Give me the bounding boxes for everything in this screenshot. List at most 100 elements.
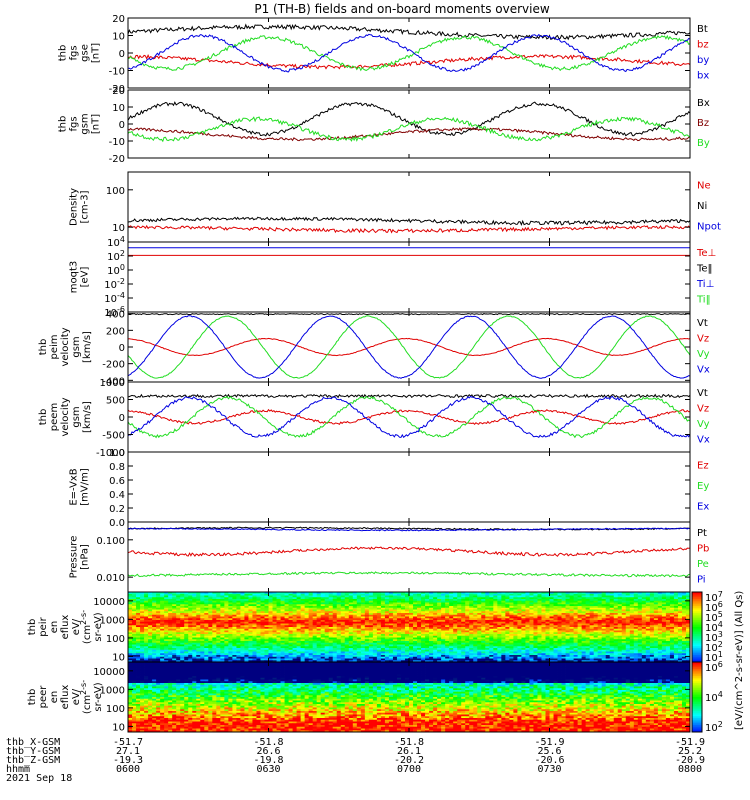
legend-temp-0: Te⊥ [696,248,716,259]
ylabel-line: (cm2-s- [79,610,93,644]
ytick-label-peir_eflux: 100 [106,634,125,645]
ytick-label-pressure: 0.010 [96,573,125,584]
ylabel-line: (cm2-s- [79,680,93,714]
colorbar-tick: 102 [705,640,723,654]
colorbar-cell [692,679,702,682]
legend-density-0: Ne [697,180,711,191]
ylabel-line: peer [38,685,49,709]
colorbar-cell [692,711,702,714]
colorbar-cell [692,621,702,624]
ylabel-line: eV/ [71,618,82,635]
footer-value: 26.6 [256,746,280,757]
footer-value: -51.7 [113,737,143,748]
legend-pressure-3: Pi [697,575,706,586]
legend-fgs_gsm-0: Bx [697,98,710,109]
ytick-label-temp: 10-4 [104,291,125,305]
colorbar-cell [692,674,702,677]
legend-peim_vel-3: Vx [697,365,710,376]
legend-efield-1: Ey [697,481,709,492]
ylabel-line: Density [69,188,80,226]
legend-pressure-1: Pb [697,544,709,555]
colorbar-side-label: [eV/(cm^2-s-sr-eV)] (All Qs) [734,591,745,730]
ylabel-line: peim [49,334,60,359]
series-pressure-Pb [127,546,691,557]
legend-peim_vel-1: Vz [697,334,709,345]
colorbar-cell [692,614,702,617]
ylabel-fgs_gse: thb fgs gse [nT] [58,43,102,63]
legend-peem_vel-3: Vx [697,435,710,446]
ytick-label-peem_vel: 1000 [100,378,125,389]
ylabel-line: moqt3 [69,261,80,294]
legend-pressure-0: Pt [697,528,707,539]
colorbar-cell [692,698,702,701]
colorbar-cell [692,616,702,619]
colorbar-cell [692,714,702,717]
legend-peem_vel-1: Vz [697,404,709,415]
series-peim_vel-Vx [127,315,691,379]
panel-density: 100 10 Density [cm-3] Ne Ni Npot [69,171,721,243]
colorbar-cell [692,592,702,595]
ylabel-line: peir [38,616,49,636]
colorbar-cell [692,634,702,637]
ytick-label-fgs_gse: -20 [109,84,125,95]
legend-density-2: Npot [697,222,721,233]
legend-peem_vel-0: Vt [697,388,708,399]
ytick-label-fgs_gsm: -20 [109,154,125,165]
ylabel-line: eflux [60,615,71,640]
legend-density-1: Ni [697,201,707,212]
series-fgs_gsm-Bz [127,127,691,142]
ytick-label-temp: 100 [107,263,125,277]
ytick-label-fgs_gse: 0 [119,49,125,60]
colorbar-cell [692,662,702,665]
series-peim_vel-Vy [127,315,691,379]
footer-value: 0700 [397,764,421,775]
colorbar-tick: 104 [705,620,723,634]
series-pressure-Pi [127,527,691,532]
ytick-label-efield: 0.0 [109,518,125,529]
ylabel-peem_vel: thb peem velocity gsm [km/s] [38,397,93,436]
ytick-label-peir_eflux: 10 [112,652,125,663]
ylabel-line: fgs [69,45,80,60]
panel-frame-temp [127,241,691,313]
ylabel-line: [eV] [80,267,91,288]
footer-value: 27.1 [116,746,140,757]
colorbar-cell [692,684,702,687]
footer-row-label: thb_Z-GSM [6,755,60,766]
ylabel-line: en [49,621,60,634]
ytick-label-peir_eflux: 10000 [93,597,125,608]
series-peim_vel-Vz [127,337,691,357]
ylabel-line: Pressure [69,536,80,579]
colorbar-cell [692,712,702,715]
ytick-label-fgs_gse: 20 [112,14,125,25]
series-peem_vel-Vz [127,408,691,426]
series-peem_vel-Vx [127,395,691,439]
colorbar-cell [692,606,702,609]
footer-value: -51.9 [675,737,705,748]
ylabel-line: velocity [60,397,71,436]
legend-fgs_gse-3: bx [697,71,709,82]
colorbar-cell [692,646,702,649]
colorbar-cell [692,665,702,668]
footer-row-label: thb_Y-GSM [6,746,60,757]
ytick-label-temp: 104 [107,235,125,249]
colorbar-cell [692,611,702,614]
colorbar-cell [692,716,702,719]
colorbar-cell [692,632,702,635]
ylabel-line: thb [58,116,69,133]
colorbar-cell [692,656,702,659]
colorbar-cell [692,613,702,616]
colorbar-cell [692,693,702,696]
colorbar-cell [692,695,702,698]
series-fgs_gse-Bt [127,23,691,41]
footer-row-label: hhmm [6,764,30,775]
colorbar-cell [692,676,702,679]
ytick-label-peem_vel: -500 [102,431,125,442]
legend-efield-0: Ez [697,460,709,471]
ylabel-line: eflux [60,685,71,710]
legend-pressure-2: Pe [697,559,709,570]
panel-pressure: 0.100 0.010 Pressure [nPa] Pt Pb Pe Pi [69,521,709,593]
colorbar-cell [692,599,702,602]
legend-temp-3: Ti‖ [696,295,711,306]
